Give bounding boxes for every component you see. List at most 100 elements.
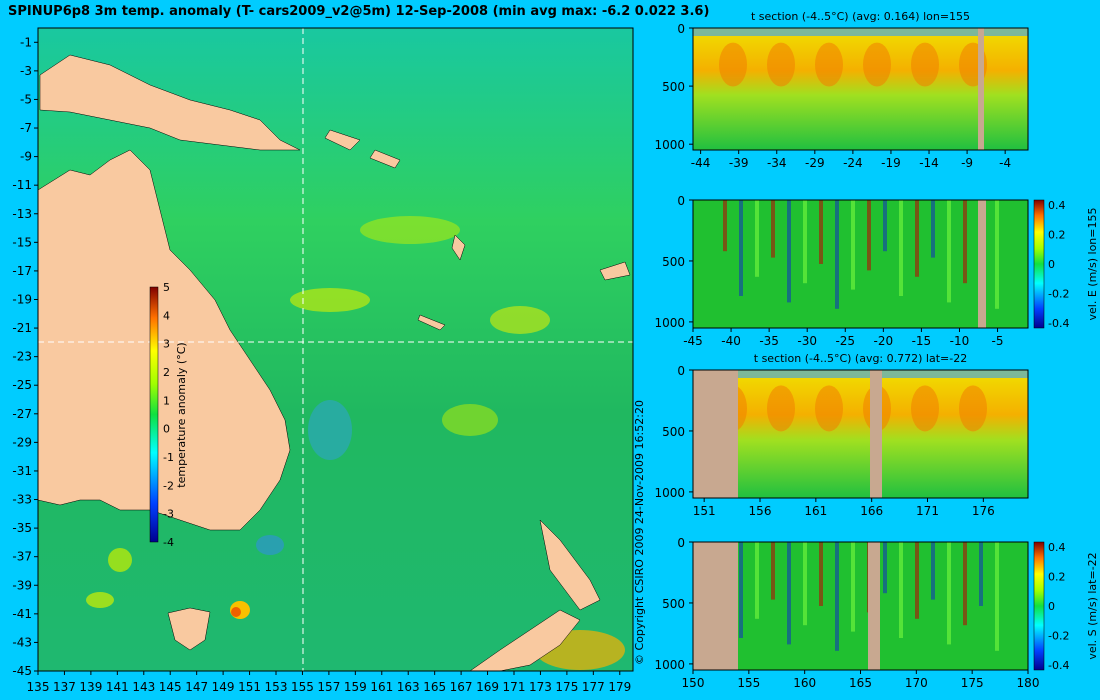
colorbar-tick-label: -0.2 bbox=[1048, 630, 1069, 643]
velocity-feature bbox=[915, 200, 919, 277]
colorbar-tick-label: 0.4 bbox=[1048, 199, 1066, 212]
t-section-lon-panel: t section (-4..5°C) (avg: 0.164) lon=155… bbox=[654, 10, 1029, 170]
velocity-feature bbox=[995, 200, 999, 309]
section-field bbox=[693, 542, 1028, 670]
colorbar-tick-label: 5 bbox=[163, 281, 170, 294]
velocity-feature bbox=[899, 542, 903, 638]
x-tick-label: 141 bbox=[106, 680, 129, 694]
velocity-feature bbox=[899, 200, 903, 296]
y-tick-label: -31 bbox=[12, 464, 32, 478]
x-tick-label: 161 bbox=[804, 504, 827, 518]
velocity-feature bbox=[883, 200, 887, 252]
colorbar-tick-label: -0.2 bbox=[1048, 288, 1069, 301]
eddy-feature bbox=[442, 404, 498, 436]
section-land bbox=[978, 28, 984, 150]
x-tick-label: -9 bbox=[961, 156, 973, 170]
eddy-feature bbox=[256, 535, 284, 555]
velocity-feature bbox=[835, 542, 839, 651]
x-tick-label: 175 bbox=[555, 680, 578, 694]
colorbar-tick-label: -2 bbox=[163, 479, 174, 492]
x-tick-label: -14 bbox=[919, 156, 939, 170]
x-tick-label: 177 bbox=[582, 680, 605, 694]
warm-feature bbox=[911, 385, 939, 432]
y-tick-label: 500 bbox=[662, 80, 685, 94]
colorbar-tick-label: 4 bbox=[163, 309, 170, 322]
y-tick-label: 1000 bbox=[654, 658, 685, 672]
warm-feature bbox=[767, 385, 795, 432]
warm-feature bbox=[863, 42, 891, 87]
x-tick-label: 171 bbox=[916, 504, 939, 518]
velocity-feature bbox=[787, 200, 791, 303]
colorbar-tick-label: 0.2 bbox=[1048, 229, 1066, 242]
x-tick-label: -40 bbox=[721, 334, 741, 348]
x-tick-label: 149 bbox=[212, 680, 235, 694]
velocity-feature bbox=[867, 200, 871, 271]
colorbar-tick-label: 0 bbox=[163, 423, 170, 436]
colorbar-label: temperature anomaly (°C) bbox=[175, 342, 188, 487]
y-tick-label: -5 bbox=[20, 92, 32, 106]
main-title: SPINUP6p8 3m temp. anomaly (T- cars2009_… bbox=[8, 4, 710, 19]
colorbar-tick-label: 0.2 bbox=[1048, 571, 1066, 584]
section-field bbox=[693, 200, 1028, 328]
velocity-feature bbox=[851, 200, 855, 290]
velocity-feature bbox=[963, 542, 967, 626]
x-tick-label: -34 bbox=[767, 156, 787, 170]
panel-frame bbox=[692, 369, 1029, 499]
velocity-feature bbox=[787, 542, 791, 645]
y-tick-label: -43 bbox=[12, 635, 32, 649]
land-australia bbox=[37, 149, 291, 531]
x-tick-label: 155 bbox=[737, 676, 760, 690]
y-tick-label: 1000 bbox=[654, 316, 685, 330]
map-y-axis: -1 -3 -5 -7 -9 -11 -13 -15 -17 -19 -21 -23 -25 -27 -29… bbox=[12, 35, 38, 678]
x-tick-label: -45 bbox=[683, 334, 703, 348]
land-island bbox=[451, 234, 466, 261]
warm-feature bbox=[767, 42, 795, 87]
velocity-feature bbox=[835, 200, 839, 309]
x-tick-label: -39 bbox=[729, 156, 749, 170]
x-tick-label: 153 bbox=[265, 680, 288, 694]
x-tick-label: 165 bbox=[423, 680, 446, 694]
x-tick-label: -15 bbox=[912, 334, 932, 348]
warm-feature bbox=[815, 42, 843, 87]
velocity-feature bbox=[819, 200, 823, 264]
y-tick-label: 500 bbox=[662, 255, 685, 269]
y-tick-label: 0 bbox=[677, 22, 685, 36]
velocity-feature bbox=[947, 200, 951, 303]
colorbar-label: vel. E (m/s) lon=155 bbox=[1086, 208, 1099, 321]
velocity-feature bbox=[755, 200, 759, 277]
eddy-feature bbox=[490, 306, 550, 334]
colorbar-tick-label: 0.4 bbox=[1048, 541, 1066, 554]
x-tick-label: 155 bbox=[291, 680, 314, 694]
x-tick-label: 175 bbox=[961, 676, 984, 690]
x-tick-label: 151 bbox=[238, 680, 261, 694]
panel-title: t section (-4..5°C) (avg: 0.772) lat=-22 bbox=[754, 352, 967, 365]
y-tick-label: -27 bbox=[12, 407, 32, 421]
x-tick-label: 176 bbox=[972, 504, 995, 518]
x-tick-label: 173 bbox=[529, 680, 552, 694]
map-x-axis: 135 137 139 141 143 145 147 149 151 153 155 157 159 1… bbox=[27, 671, 631, 694]
colorbar-ticks: 5 4 3 2 1 0 -1 -2 -3 -4 bbox=[163, 281, 174, 549]
velocity-feature bbox=[883, 542, 887, 594]
colorbar-tick-label: -1 bbox=[163, 451, 174, 464]
temperature-anomaly-map: 135 137 139 141 143 145 147 149 151 153 155 157 159 1… bbox=[12, 27, 634, 694]
x-tick-label: 166 bbox=[860, 504, 883, 518]
x-tick-label: 163 bbox=[397, 680, 420, 694]
x-tick-label: 147 bbox=[185, 680, 208, 694]
velocity-feature bbox=[739, 542, 743, 638]
y-tick-label: -23 bbox=[12, 350, 32, 364]
x-tick-label: 170 bbox=[905, 676, 928, 690]
y-tick-label: -37 bbox=[12, 550, 32, 564]
section-land bbox=[870, 370, 882, 498]
warm-feature bbox=[815, 385, 843, 432]
x-tick-label: 171 bbox=[503, 680, 526, 694]
colorbar-tick-label: -0.4 bbox=[1048, 659, 1069, 672]
y-tick-label: -41 bbox=[12, 607, 32, 621]
velocity-feature bbox=[931, 200, 935, 258]
x-tick-label: -4 bbox=[999, 156, 1011, 170]
velocity-feature bbox=[915, 542, 919, 619]
x-tick-label: -44 bbox=[691, 156, 711, 170]
x-tick-label: 156 bbox=[749, 504, 772, 518]
land-island bbox=[599, 261, 631, 281]
colorbar-tick-label: 2 bbox=[163, 366, 170, 379]
